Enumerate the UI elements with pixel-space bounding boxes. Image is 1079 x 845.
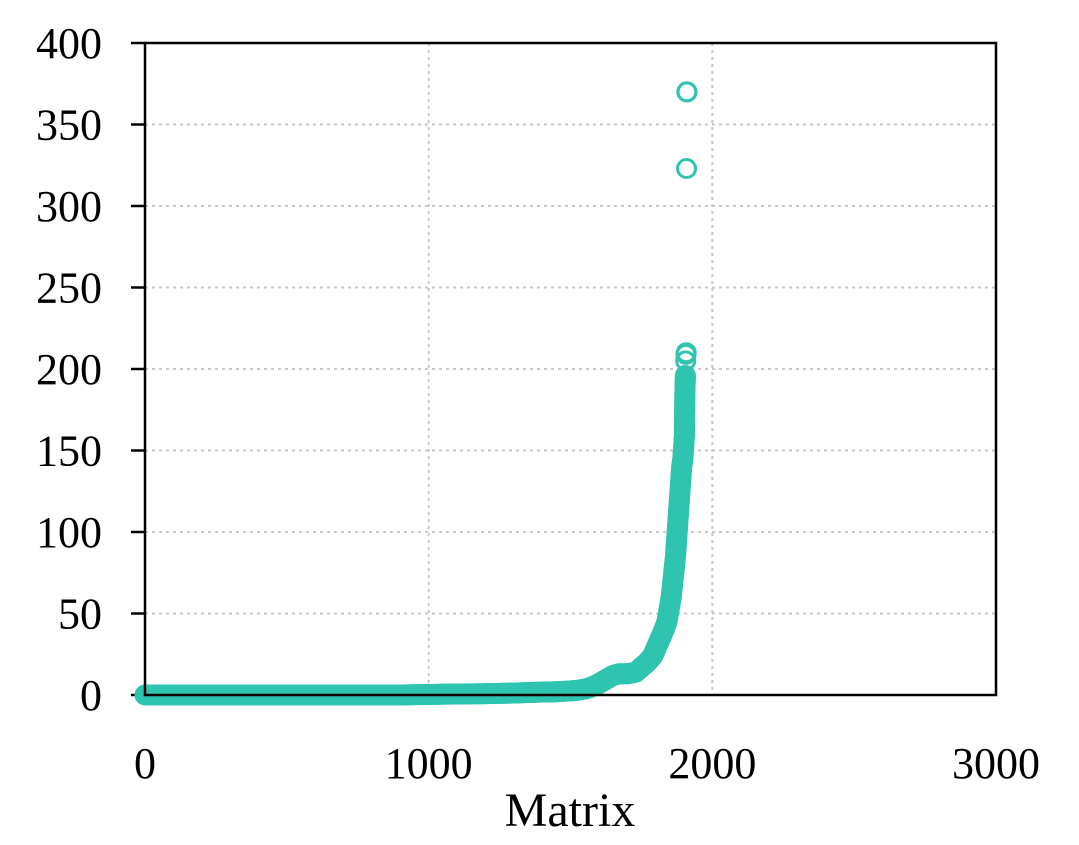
data-point	[675, 350, 697, 372]
y-tick-labels: 0 50 100 150 200 250 300 350 400	[36, 19, 102, 720]
y-tick-label: 350	[36, 101, 102, 150]
x-tick-labels: 0 1000 2000 3000	[134, 739, 1040, 788]
data-point	[674, 365, 696, 387]
data-point	[676, 158, 698, 180]
data-point	[675, 342, 697, 364]
x-tick-label: 0	[134, 739, 156, 788]
y-tick-label: 300	[36, 182, 102, 231]
data-points	[134, 81, 698, 706]
y-tick-label: 400	[36, 19, 102, 68]
y-tick-label: 100	[36, 508, 102, 557]
y-tick-label: 200	[36, 345, 102, 394]
y-tick-label: 150	[36, 427, 102, 476]
x-tick-label: 2000	[668, 739, 756, 788]
grid	[131, 41, 996, 697]
x-tick-label: 1000	[385, 739, 473, 788]
x-axis-title: Matrix	[505, 784, 636, 837]
data-point	[676, 81, 698, 103]
y-tick-label: 250	[36, 264, 102, 313]
plot-frame	[143, 41, 998, 697]
y-tick-label: 50	[58, 590, 102, 639]
y-tick-label: 0	[80, 671, 102, 720]
x-tick-label: 3000	[952, 739, 1040, 788]
